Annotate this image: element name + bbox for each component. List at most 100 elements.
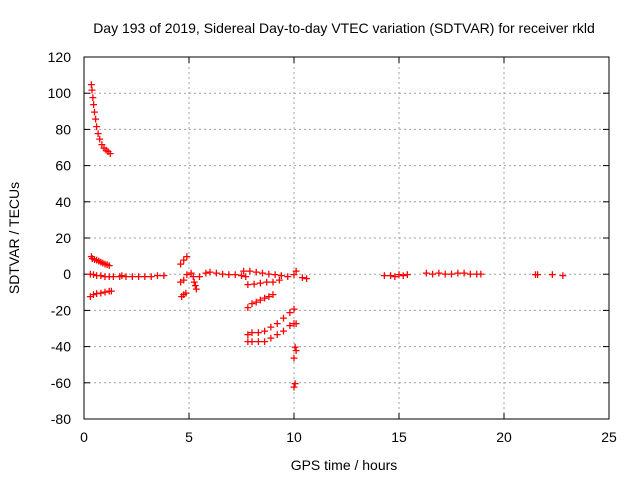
data-point: + [88, 252, 97, 265]
y-tick-label: 120 [48, 49, 72, 65]
data-point: + [92, 269, 101, 282]
data-point: + [260, 292, 269, 305]
series-falling-arcs: ++++++++++++++++++ [243, 303, 298, 349]
data-point: + [254, 335, 263, 348]
data-point: + [117, 269, 126, 282]
x-tick-label: 10 [286, 429, 302, 445]
data-point: + [243, 301, 252, 314]
data-point: + [279, 324, 288, 337]
x-axis-label: GPS time / hours [291, 457, 398, 473]
y-tick-label: -20 [51, 302, 71, 318]
data-point: + [192, 283, 201, 296]
data-point: + [283, 270, 292, 283]
data-point: + [87, 78, 96, 91]
data-point: + [399, 269, 408, 282]
data-point: + [105, 259, 114, 272]
data-point: + [394, 268, 403, 281]
y-tick-label: 100 [48, 85, 72, 101]
data-point: + [99, 142, 108, 155]
data-point: + [96, 286, 105, 299]
data-point: + [101, 143, 110, 156]
data-point: + [459, 266, 468, 279]
data-point: + [90, 105, 99, 118]
plot-frame [83, 56, 610, 420]
data-point: + [93, 127, 102, 140]
data-point: + [291, 265, 300, 278]
data-point: + [182, 268, 191, 281]
data-point: + [140, 270, 149, 283]
data-point: + [177, 290, 186, 303]
data-point: + [97, 138, 106, 151]
data-point: + [87, 84, 96, 97]
x-tick-label: 25 [601, 429, 617, 445]
data-point: + [92, 287, 101, 300]
data-point: + [266, 321, 275, 334]
data-point: + [264, 267, 273, 280]
data-point: + [88, 91, 97, 104]
data-point: + [100, 285, 109, 298]
data-point: + [266, 332, 275, 345]
y-tick-label: 20 [55, 230, 71, 246]
data-point: + [268, 288, 277, 301]
data-point: + [100, 257, 109, 270]
data-point: + [247, 326, 256, 339]
data-point: + [102, 258, 111, 271]
data-point: + [243, 335, 252, 348]
data-point: + [290, 377, 299, 390]
series-six-to-eight-zero: ++++++++++++++++++++ [201, 265, 311, 285]
data-point: + [548, 268, 557, 281]
series-fourteen-to-nineteen: ++++++ ++++++++++ [380, 266, 486, 283]
data-point: + [256, 276, 265, 289]
data-point: + [176, 257, 185, 270]
grid-lines [84, 57, 609, 419]
data-point: + [252, 265, 261, 278]
data-point: + [386, 269, 395, 282]
data-point: + [105, 284, 114, 297]
data-point: + [247, 297, 256, 310]
data-point: + [86, 267, 95, 280]
data-point: + [243, 328, 252, 341]
data-point: + [390, 270, 399, 283]
data-point: + [87, 250, 96, 263]
data-point: + [275, 274, 284, 287]
data-point: + [434, 266, 443, 279]
data-point: + [533, 268, 542, 281]
data-point: + [186, 266, 195, 279]
y-tick-label: -60 [51, 375, 71, 391]
series-near-zero-mid: ++++++++++++++++ [86, 267, 169, 283]
data-point: + [115, 270, 124, 283]
data-point: + [218, 267, 227, 280]
y-tick-label: 60 [55, 158, 71, 174]
data-point: + [289, 303, 298, 316]
data-point: + [190, 275, 199, 288]
data-point: + [179, 274, 188, 287]
data-point: + [201, 266, 210, 279]
data-point: + [231, 268, 240, 281]
data-point: + [212, 266, 221, 279]
data-point: + [441, 267, 450, 280]
data-point: + [98, 256, 107, 269]
data-points: ++++++++++++++++++++++++++++++++++++++++… [86, 78, 568, 393]
data-point: + [289, 317, 298, 330]
chart-title: Day 193 of 2019, Sidereal Day-to-day VTE… [93, 20, 595, 36]
x-tick-label: 15 [391, 429, 407, 445]
x-tick-label: 5 [185, 429, 193, 445]
series-late-points: ++ + + [531, 268, 568, 282]
data-point: + [291, 344, 300, 357]
data-point: + [279, 312, 288, 325]
y-tick-label: 40 [55, 194, 71, 210]
data-point: + [558, 269, 567, 282]
data-point: + [237, 269, 246, 282]
data-point: + [189, 270, 198, 283]
data-point: + [403, 268, 412, 281]
data-point: + [90, 253, 99, 266]
data-point: + [428, 267, 437, 280]
data-point: + [179, 288, 188, 301]
data-point: + [191, 279, 200, 292]
data-point: + [107, 284, 116, 297]
series-seven-to-nine-neg: +++++++++++++ [243, 274, 284, 314]
data-point: + [290, 341, 299, 354]
data-point: + [285, 319, 294, 332]
data-point: + [262, 275, 271, 288]
y-tick-label: 80 [55, 121, 71, 137]
